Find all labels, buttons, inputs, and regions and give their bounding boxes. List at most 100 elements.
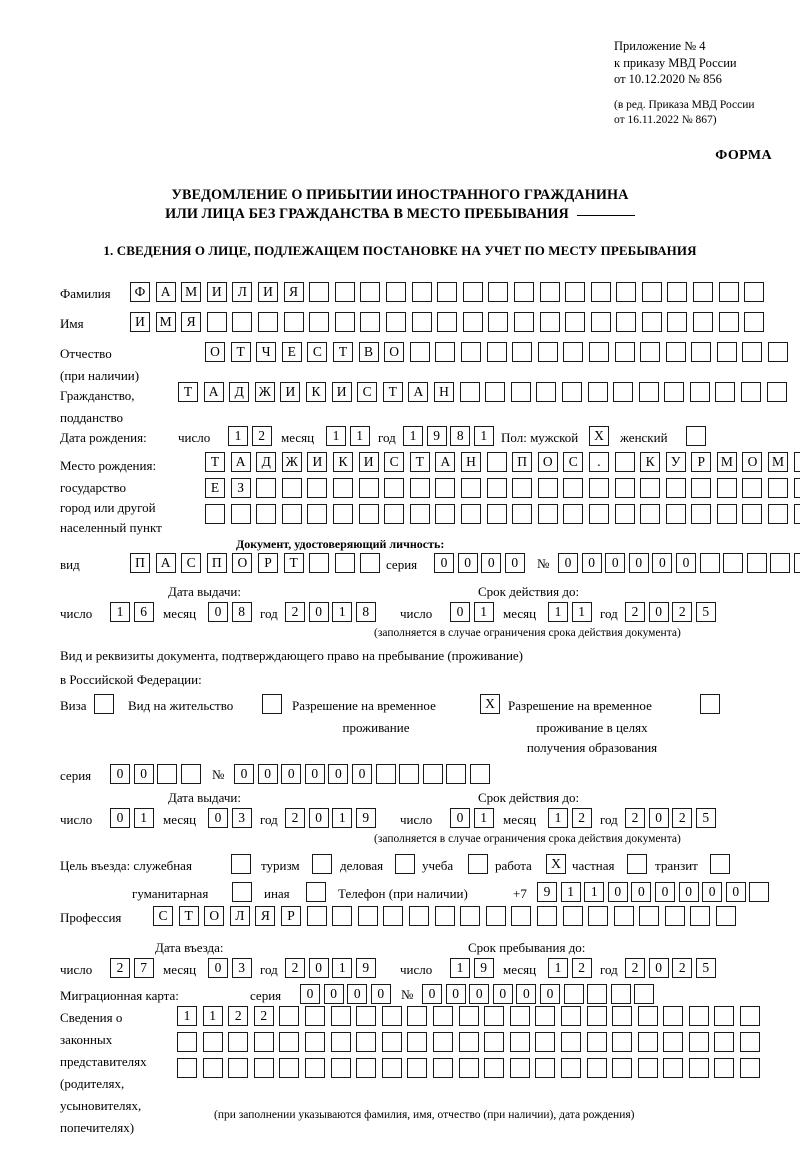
- char-cell[interactable]: [435, 478, 456, 498]
- char-cell[interactable]: [356, 1058, 377, 1078]
- char-cell[interactable]: 2: [672, 808, 693, 828]
- char-cell[interactable]: 0: [434, 553, 454, 573]
- char-cell[interactable]: Т: [283, 553, 304, 573]
- char-cell[interactable]: Т: [409, 452, 430, 472]
- char-cell[interactable]: [381, 1006, 402, 1026]
- char-cell[interactable]: [537, 342, 558, 362]
- char-cell[interactable]: [741, 382, 762, 402]
- char-cell[interactable]: [699, 553, 720, 573]
- char-cell[interactable]: [460, 906, 481, 926]
- char-cell[interactable]: 0: [347, 984, 368, 1004]
- char-cell[interactable]: [614, 342, 635, 362]
- char-cell[interactable]: 0: [628, 553, 649, 573]
- char-cell[interactable]: 0: [304, 764, 325, 784]
- char-cell[interactable]: 5: [695, 602, 716, 622]
- char-cell[interactable]: М: [768, 452, 789, 472]
- char-cell[interactable]: К: [640, 452, 661, 472]
- char-cell[interactable]: 0: [457, 553, 478, 573]
- char-cell[interactable]: 0: [678, 882, 699, 902]
- char-cell[interactable]: И: [130, 312, 150, 332]
- char-cell[interactable]: 0: [675, 553, 696, 573]
- char-cell[interactable]: [357, 906, 378, 926]
- char-cell[interactable]: 5: [695, 958, 716, 978]
- char-cell[interactable]: 2: [285, 958, 305, 978]
- char-cell[interactable]: М: [716, 452, 737, 472]
- char-cell[interactable]: [563, 478, 584, 498]
- char-cell[interactable]: [407, 1006, 428, 1026]
- char-cell[interactable]: [663, 1032, 684, 1052]
- char-cell[interactable]: [334, 312, 355, 332]
- char-cell[interactable]: П: [512, 452, 533, 472]
- char-cell[interactable]: [253, 1032, 274, 1052]
- char-cell[interactable]: [768, 342, 789, 362]
- char-cell[interactable]: 0: [648, 602, 669, 622]
- char-cell[interactable]: [484, 1058, 505, 1078]
- char-cell[interactable]: Д: [256, 452, 277, 472]
- char-cell[interactable]: [588, 504, 609, 524]
- char-cell[interactable]: [586, 1032, 607, 1052]
- char-cell[interactable]: [485, 382, 506, 402]
- char-cell[interactable]: [716, 906, 737, 926]
- char-cell[interactable]: [746, 553, 767, 573]
- char-cell[interactable]: [228, 1032, 249, 1052]
- char-cell[interactable]: [716, 478, 737, 498]
- char-cell[interactable]: [202, 1058, 223, 1078]
- char-cell[interactable]: [484, 1032, 505, 1052]
- char-cell[interactable]: [768, 504, 789, 524]
- char-cell[interactable]: [590, 282, 611, 302]
- char-cell[interactable]: [693, 312, 714, 332]
- char-cell[interactable]: 0: [504, 553, 525, 573]
- char-cell[interactable]: [281, 504, 302, 524]
- char-cell[interactable]: 0: [450, 808, 470, 828]
- char-cell[interactable]: 0: [652, 553, 673, 573]
- char-cell[interactable]: [460, 342, 481, 362]
- char-cell[interactable]: 2: [251, 426, 272, 446]
- sex-male-checkbox[interactable]: Х: [589, 426, 609, 446]
- char-cell[interactable]: В: [358, 342, 379, 362]
- char-cell[interactable]: [513, 282, 534, 302]
- legal-rep-row-3[interactable]: [177, 1058, 761, 1078]
- char-cell[interactable]: [714, 1006, 735, 1026]
- char-cell[interactable]: Я: [255, 906, 276, 926]
- char-cell[interactable]: [637, 1032, 658, 1052]
- char-cell[interactable]: [640, 478, 661, 498]
- birth-place-row-3[interactable]: [205, 504, 800, 524]
- char-cell[interactable]: [664, 382, 685, 402]
- char-cell[interactable]: [384, 504, 405, 524]
- char-cell[interactable]: 7: [133, 958, 154, 978]
- char-cell[interactable]: [560, 1006, 581, 1026]
- char-cell[interactable]: 2: [285, 602, 305, 622]
- char-cell[interactable]: 1: [473, 808, 494, 828]
- char-cell[interactable]: [228, 1058, 249, 1078]
- char-cell[interactable]: [469, 764, 490, 784]
- char-cell[interactable]: [435, 504, 456, 524]
- char-cell[interactable]: [462, 282, 483, 302]
- char-cell[interactable]: [484, 1006, 505, 1026]
- char-cell[interactable]: Л: [232, 282, 253, 302]
- char-cell[interactable]: Т: [382, 382, 403, 402]
- char-cell[interactable]: А: [155, 282, 176, 302]
- char-cell[interactable]: И: [358, 452, 379, 472]
- char-cell[interactable]: [612, 1006, 633, 1026]
- char-cell[interactable]: [691, 504, 712, 524]
- char-cell[interactable]: [381, 1058, 402, 1078]
- char-cell[interactable]: [332, 906, 353, 926]
- char-cell[interactable]: [509, 1006, 530, 1026]
- char-cell[interactable]: 0: [539, 984, 560, 1004]
- char-cell[interactable]: [716, 342, 737, 362]
- char-cell[interactable]: 5: [695, 808, 716, 828]
- char-cell[interactable]: 6: [133, 602, 154, 622]
- char-cell[interactable]: [279, 1032, 300, 1052]
- char-cell[interactable]: [409, 478, 430, 498]
- char-cell[interactable]: Я: [181, 312, 202, 332]
- purpose-tourism-checkbox[interactable]: [312, 854, 332, 874]
- char-cell[interactable]: [462, 312, 483, 332]
